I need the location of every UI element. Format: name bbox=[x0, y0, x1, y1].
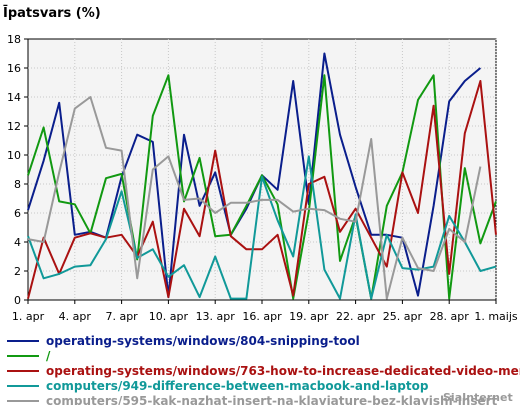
plot-background bbox=[27, 38, 497, 301]
y-tick-label: 14 bbox=[7, 91, 21, 104]
legend-label-1: operating-systems/windows/804-snipping-t… bbox=[46, 334, 360, 348]
x-tick-label: 10. apr bbox=[149, 310, 189, 323]
series-line-4 bbox=[27, 155, 497, 300]
y-tick-label: 8 bbox=[14, 178, 21, 191]
x-tick-label: 16. apr bbox=[242, 310, 282, 323]
series-line-2 bbox=[27, 74, 497, 300]
x-tick-label: 1. maijs bbox=[474, 310, 518, 323]
chart-title: Īpatsvars (%) bbox=[3, 6, 101, 21]
x-tick-label: 1. apr bbox=[12, 310, 45, 323]
grid bbox=[28, 39, 497, 300]
legend-label-4: computers/949-difference-between-macbook… bbox=[46, 379, 429, 393]
legend-label-3: operating-systems/windows/763-how-to-inc… bbox=[46, 364, 520, 378]
brand-watermark: SiaInternet bbox=[443, 391, 513, 404]
legend-label-5: computers/595-kak-nazhat-insert-na-klavi… bbox=[46, 394, 498, 405]
x-axis: 1. apr 4. apr 7. apr 10. apr 13. apr 16. apr 1… bbox=[12, 300, 518, 323]
y-axis: 0 2 4 6 8 10 12 14 16 18 bbox=[7, 33, 28, 307]
y-tick-label: 18 bbox=[7, 33, 21, 46]
x-tick-label: 13. apr bbox=[196, 310, 236, 323]
x-tick-label: 4. apr bbox=[59, 310, 92, 323]
plot-area bbox=[27, 38, 497, 301]
y-tick-label: 0 bbox=[14, 294, 21, 307]
y-tick-label: 16 bbox=[7, 62, 21, 75]
y-tick-label: 12 bbox=[7, 120, 21, 133]
legend: operating-systems/windows/804-snipping-t… bbox=[7, 334, 520, 405]
series-lines bbox=[27, 52, 497, 300]
y-tick-label: 4 bbox=[14, 236, 21, 249]
y-tick-label: 6 bbox=[14, 207, 21, 220]
x-tick-label: 25. apr bbox=[383, 310, 423, 323]
y-tick-label: 10 bbox=[7, 149, 21, 162]
x-tick-label: 22. apr bbox=[336, 310, 376, 323]
x-tick-label: 28. apr bbox=[430, 310, 470, 323]
y-tick-label: 2 bbox=[14, 265, 21, 278]
x-tick-label: 7. apr bbox=[105, 310, 138, 323]
legend-label-2: / bbox=[46, 349, 51, 363]
series-line-5 bbox=[27, 96, 482, 300]
x-tick-label: 19. apr bbox=[289, 310, 329, 323]
